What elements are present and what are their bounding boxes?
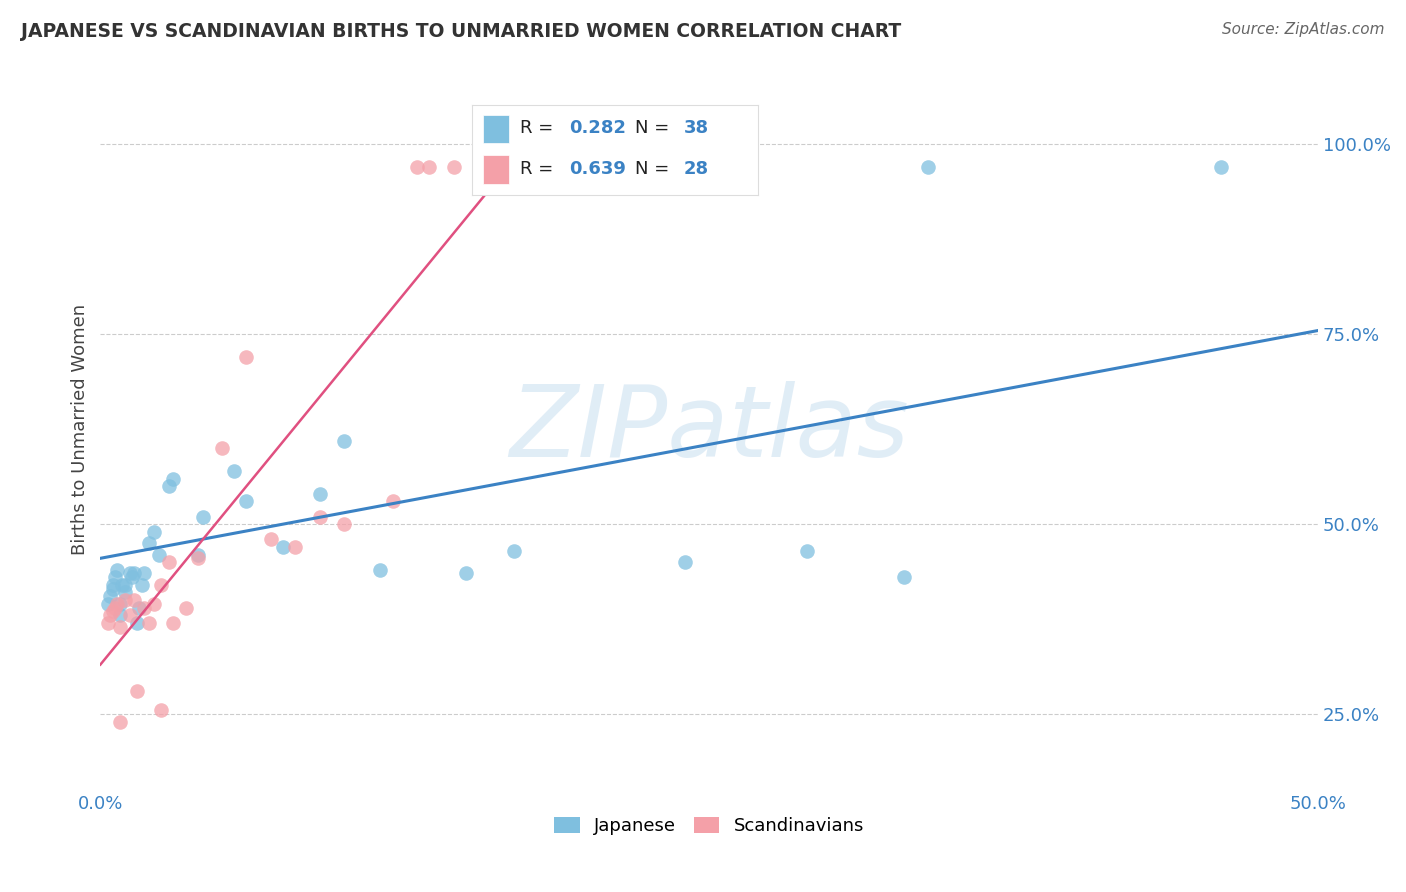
Point [98, 589, 121, 603]
Point [174, 600, 197, 615]
Point [454, 566, 477, 581]
Point [235, 350, 257, 364]
Point [224, 464, 246, 478]
Point [111, 578, 134, 592]
Point [588, 160, 610, 174]
Point [150, 703, 173, 717]
Point [162, 472, 184, 486]
Point [138, 615, 160, 630]
Point [162, 615, 184, 630]
Point [157, 479, 180, 493]
Point [1209, 160, 1232, 174]
Point [142, 597, 165, 611]
Point [187, 548, 209, 562]
Point [191, 509, 214, 524]
Point [796, 543, 818, 558]
Point [333, 434, 356, 448]
Point [128, 600, 150, 615]
Point [101, 578, 124, 592]
Text: ZIPatlas: ZIPatlas [509, 381, 910, 478]
Point [108, 620, 131, 634]
Point [333, 517, 356, 532]
Point [157, 555, 180, 569]
Point [443, 160, 465, 174]
Point [187, 551, 209, 566]
Point [114, 585, 136, 599]
Point [917, 160, 939, 174]
Text: Source: ZipAtlas.com: Source: ZipAtlas.com [1222, 22, 1385, 37]
Point [418, 160, 440, 174]
Point [271, 540, 294, 554]
Point [97, 597, 120, 611]
Point [104, 600, 127, 615]
Point [370, 563, 392, 577]
Point [673, 555, 696, 569]
Point [131, 578, 153, 592]
Point [108, 608, 131, 623]
Point [381, 494, 404, 508]
Point [125, 615, 148, 630]
Point [125, 684, 148, 698]
Point [893, 570, 915, 584]
Point [124, 593, 146, 607]
Point [284, 540, 307, 554]
Point [406, 160, 429, 174]
Point [148, 548, 170, 562]
Text: JAPANESE VS SCANDINAVIAN BIRTHS TO UNMARRIED WOMEN CORRELATION CHART: JAPANESE VS SCANDINAVIAN BIRTHS TO UNMAR… [21, 22, 901, 41]
Point [104, 570, 127, 584]
Point [491, 160, 513, 174]
Point [613, 160, 636, 174]
Point [121, 570, 143, 584]
Point [576, 160, 599, 174]
Point [108, 597, 131, 611]
Point [118, 566, 141, 581]
Point [308, 487, 330, 501]
Point [503, 543, 526, 558]
Point [134, 600, 156, 615]
Point [150, 578, 173, 592]
Point [308, 509, 330, 524]
Point [134, 566, 156, 581]
Legend: Japanese, Scandinavians: Japanese, Scandinavians [554, 817, 865, 835]
Point [105, 597, 128, 611]
Point [97, 615, 120, 630]
Point [142, 524, 165, 539]
Point [138, 536, 160, 550]
Point [260, 533, 283, 547]
Point [114, 593, 136, 607]
Point [108, 714, 131, 729]
Point [235, 494, 257, 508]
Point [118, 608, 141, 623]
Point [114, 578, 136, 592]
Point [105, 563, 128, 577]
Point [211, 441, 233, 455]
Point [124, 566, 146, 581]
Point [101, 582, 124, 596]
Y-axis label: Births to Unmarried Women: Births to Unmarried Women [72, 303, 89, 555]
Point [101, 604, 124, 618]
Point [98, 608, 121, 623]
Point [540, 160, 562, 174]
